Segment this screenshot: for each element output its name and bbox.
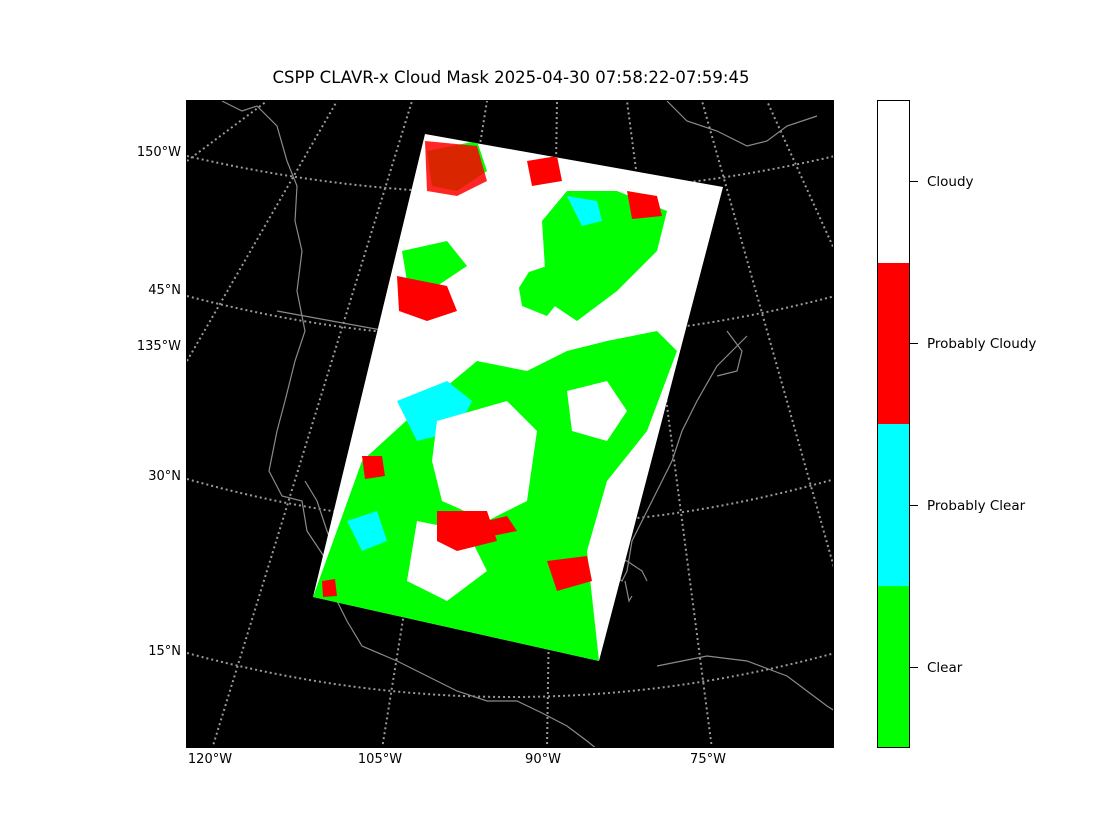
graticule-lon-line — [187, 101, 268, 162]
colorbar — [877, 100, 910, 748]
colorbar-segment-probably-cloudy — [878, 262, 909, 424]
lat-label-150w: 150°W — [136, 145, 181, 160]
lat-label-15n: 15°N — [148, 644, 181, 659]
graticule-lon-line — [701, 101, 833, 568]
map-panel[interactable] — [186, 100, 834, 748]
colorbar-segment-cloudy — [878, 101, 909, 263]
graticule-lon-line — [211, 101, 413, 747]
colorbar-tick — [910, 181, 918, 182]
colorbar-label-probably-cloudy: Probably Cloudy — [927, 336, 1037, 352]
graticule-lat-line — [187, 295, 833, 340]
cloud-mask-swath — [313, 134, 723, 661]
arctic-coastline — [666, 101, 818, 147]
colorbar-label-cloudy: Cloudy — [927, 174, 974, 190]
map-title: CSPP CLAVR-x Cloud Mask 2025-04-30 07:58… — [272, 68, 750, 87]
colorbar-tick — [910, 667, 918, 668]
graticule-lon-line — [187, 101, 338, 362]
lon-label-120w: 120°W — [187, 752, 233, 767]
pacific-coastline — [221, 101, 596, 747]
lon-label-90w: 90°W — [525, 752, 561, 767]
colorbar-segment-clear — [878, 585, 909, 747]
lat-label-135w: 135°W — [136, 339, 181, 354]
nova-scotia — [716, 330, 743, 377]
atlantic-coastline — [606, 335, 748, 582]
lat-label-45n: 45°N — [148, 283, 181, 298]
colorbar-label-probably-clear: Probably Clear — [927, 498, 1026, 514]
graticule-lon-line — [626, 101, 713, 747]
colorbar-tick — [910, 505, 918, 506]
colorbar-tick — [910, 343, 918, 344]
caribbean-islands — [656, 655, 833, 711]
lon-label-105w: 105°W — [357, 752, 403, 767]
map-canvas — [187, 101, 833, 747]
lon-label-75w: 75°W — [690, 752, 726, 767]
colorbar-label-clear: Clear — [927, 660, 963, 676]
lat-label-30n: 30°N — [148, 469, 181, 484]
florida-peninsula — [624, 580, 633, 603]
colorbar-segment-probably-clear — [878, 424, 909, 586]
